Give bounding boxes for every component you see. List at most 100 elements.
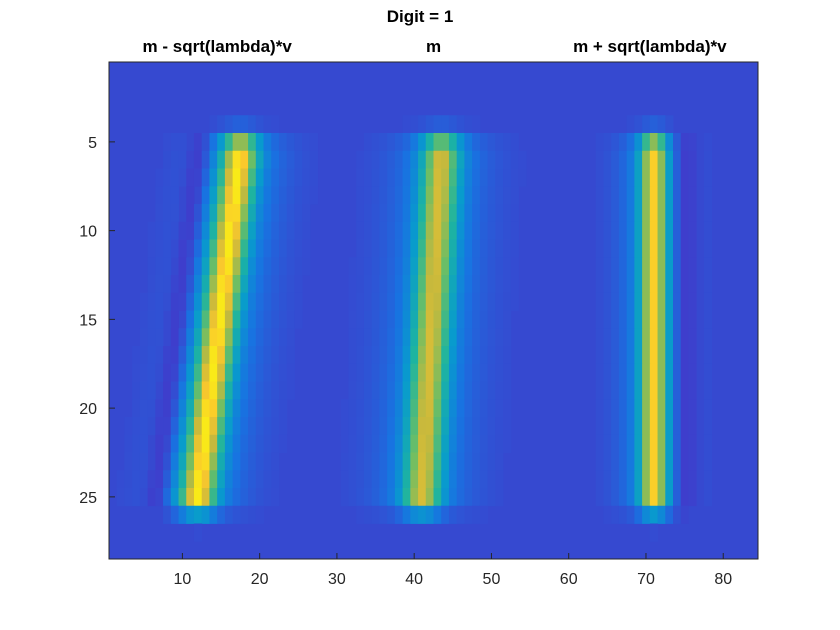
heatmap-cell [611,310,620,329]
heatmap-cell [278,275,288,294]
heatmap-cell [402,417,411,436]
heatmap-cell [688,434,697,453]
heatmap-cell [441,186,450,205]
y-axis: 5 10 15 20 25 [79,135,115,507]
heatmap-cell [603,221,612,240]
heatmap-cell [255,505,264,524]
heatmap-cell [464,186,473,205]
heatmap-cell [649,310,658,329]
heatmap-cell [379,257,388,276]
heatmap-cell [124,488,133,507]
heatmap-cell [240,310,249,329]
x-tick-label: 40 [405,571,423,588]
heatmap-cell [363,257,373,276]
heatmap-cell [379,346,388,365]
heatmap-cell [170,470,179,489]
heatmap-cell [433,115,442,134]
heatmap-cell [232,399,241,418]
heatmap-cell [433,310,442,329]
heatmap-cell [425,417,434,436]
heatmap-cell [224,221,234,240]
heatmap-cell [642,275,651,294]
heatmap-cell [286,275,295,294]
heatmap-cell [394,363,403,382]
heatmap-cell [464,292,473,311]
heatmap-cell [402,150,411,169]
heatmap-cell [657,417,666,436]
heatmap-cell [611,470,620,489]
heatmap-cell [642,434,651,453]
heatmap-cell [441,115,450,134]
heatmap-cell [611,275,620,294]
heatmap-cell [464,505,473,524]
heatmap-cell [294,150,303,169]
heatmap-cell [132,399,141,418]
heatmap-cell [263,221,272,240]
heatmap-cell [402,452,411,471]
heatmap-cell [379,505,388,524]
heatmap-cell [479,310,488,329]
heatmap-cell [248,168,257,187]
heatmap-cell [232,168,241,187]
heatmap-cell [479,186,488,205]
heatmap-cell [379,381,388,400]
heatmap-cell [657,133,666,152]
heatmap-cell [263,168,272,187]
heatmap-cell [255,363,264,382]
heatmap-cell [479,275,488,294]
heatmap-cell [340,452,349,471]
heatmap-cell [163,346,172,365]
heatmap-cell [703,186,713,205]
heatmap-cell [240,168,249,187]
heatmap-cell [394,186,403,205]
heatmap-cell [425,168,434,187]
heatmap-cell [248,381,257,400]
heatmap-cell [703,133,713,152]
heatmap-cell [487,275,496,294]
heatmap-cell [448,133,458,152]
heatmap-cell [618,292,628,311]
heatmap-cell [394,434,403,453]
heatmap-cell [464,363,473,382]
heatmap-cell [487,363,496,382]
heatmap-cell [618,186,628,205]
heatmap-cell [518,150,527,169]
heatmap-cell [673,452,682,471]
heatmap-cell [626,310,635,329]
heatmap-cell [178,488,187,507]
heatmap-cell [217,417,226,436]
heatmap-cell [479,150,488,169]
heatmap-cell [240,434,249,453]
heatmap-cell [626,292,635,311]
heatmap-cell [363,434,373,453]
heatmap-cell [170,488,179,507]
heatmap-cell [673,488,682,507]
heatmap-cell [495,310,504,329]
heatmap-cell [611,292,620,311]
heatmap-cell [425,115,434,134]
heatmap-cell [286,310,295,329]
heatmap-cell [433,221,442,240]
heatmap-cell [402,186,411,205]
heatmap-cell [224,204,234,223]
heatmap-cell [649,363,658,382]
heatmap-cell [394,470,403,489]
heatmap-cell [209,221,218,240]
heatmap-cell [155,346,164,365]
heatmap-cell [603,310,612,329]
heatmap-cell [263,363,272,382]
heatmap-cell [510,257,519,276]
heatmap-cell [387,505,396,524]
heatmap-cell [688,381,697,400]
heatmap-cell [248,470,257,489]
heatmap-cell [255,470,264,489]
heatmap-cell [703,310,713,329]
heatmap-cell [618,434,628,453]
heatmap-cell [456,363,465,382]
heatmap-cell [634,292,643,311]
heatmap-cell [387,150,396,169]
heatmap-cell [248,186,257,205]
heatmap-cell [618,150,628,169]
heatmap-cell [425,221,434,240]
heatmap-cell [348,310,357,329]
